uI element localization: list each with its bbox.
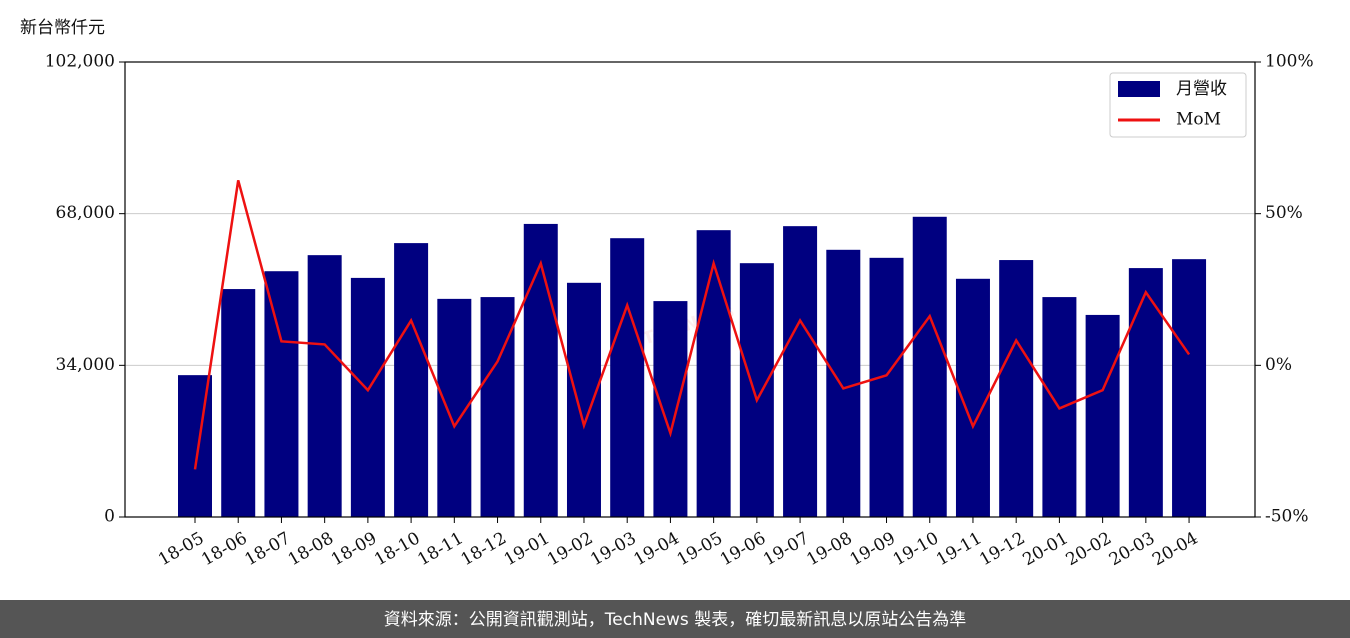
x-tick-label: 19-10	[890, 528, 942, 570]
x-tick-label: 19-11	[933, 528, 985, 570]
x-tick-label: 19-04	[630, 528, 682, 570]
x-tick-label: 19-12	[976, 528, 1028, 570]
line	[193, 179, 1191, 470]
bar	[653, 301, 688, 517]
x-tick-label: 20-04	[1149, 528, 1201, 570]
legend-label: MoM	[1176, 110, 1221, 130]
bar	[1172, 259, 1207, 517]
bar	[739, 263, 774, 517]
bar	[826, 249, 861, 518]
x-tick-label: 19-08	[803, 528, 855, 570]
y-axis-label: 新台幣仟元	[20, 18, 105, 38]
bar	[999, 260, 1034, 517]
bar	[350, 277, 385, 517]
x-tick-label: 18-05	[155, 528, 207, 570]
y-tick-label: 102,000	[45, 52, 115, 72]
x-tick-label: 18-06	[198, 528, 250, 570]
footer: 資料來源：公開資訊觀測站，TechNews 製表，確切最新訊息以原站公告為準	[384, 610, 966, 630]
bar	[1085, 314, 1120, 517]
y2-tick-label: 50%	[1265, 203, 1303, 223]
bar	[394, 243, 429, 517]
x-tick-label: 20-01	[1019, 528, 1071, 570]
x-tick-label: 18-08	[285, 528, 337, 570]
x-tick-label: 19-03	[587, 528, 639, 570]
bar	[696, 230, 731, 517]
y-tick-label: 68,000	[56, 203, 115, 223]
legend-label: 月營收	[1176, 79, 1227, 99]
legend-swatch	[1118, 81, 1160, 97]
x-tick-label: 18-07	[241, 528, 293, 570]
bar	[610, 238, 645, 517]
x-tick-label: 20-03	[1106, 528, 1158, 570]
x-tick-label: 18-11	[414, 528, 466, 570]
bar	[480, 297, 515, 517]
x-tick-label: 19-02	[544, 528, 596, 570]
y2-tick-label: 100%	[1265, 52, 1314, 72]
bar	[869, 257, 904, 517]
x-tick-label: 19-01	[501, 528, 553, 570]
bar	[264, 271, 299, 517]
bar	[221, 289, 256, 517]
bar	[783, 226, 818, 517]
y2-tick-label: -50%	[1265, 507, 1309, 527]
y-tick-label: 0	[104, 507, 115, 527]
footer-bar	[0, 600, 1350, 638]
x-tick-label: 19-06	[717, 528, 769, 570]
y-tick-label: 34,000	[56, 355, 115, 375]
y2-tick-label: 0%	[1265, 355, 1292, 375]
x-tick-label: 20-02	[1063, 528, 1115, 570]
x-tick-label: 18-12	[458, 528, 510, 570]
bar	[912, 216, 947, 517]
x-tick-label: 19-09	[847, 528, 899, 570]
x-tick-label: 19-07	[760, 528, 812, 570]
x-tick-label: 18-09	[328, 528, 380, 570]
bar	[1128, 268, 1163, 517]
bar	[523, 223, 558, 518]
bar	[566, 282, 601, 517]
bar	[307, 255, 342, 517]
x-tick-label: 18-10	[371, 528, 423, 570]
plot-frame	[124, 61, 1256, 518]
x-tick-label: 19-05	[674, 528, 726, 570]
